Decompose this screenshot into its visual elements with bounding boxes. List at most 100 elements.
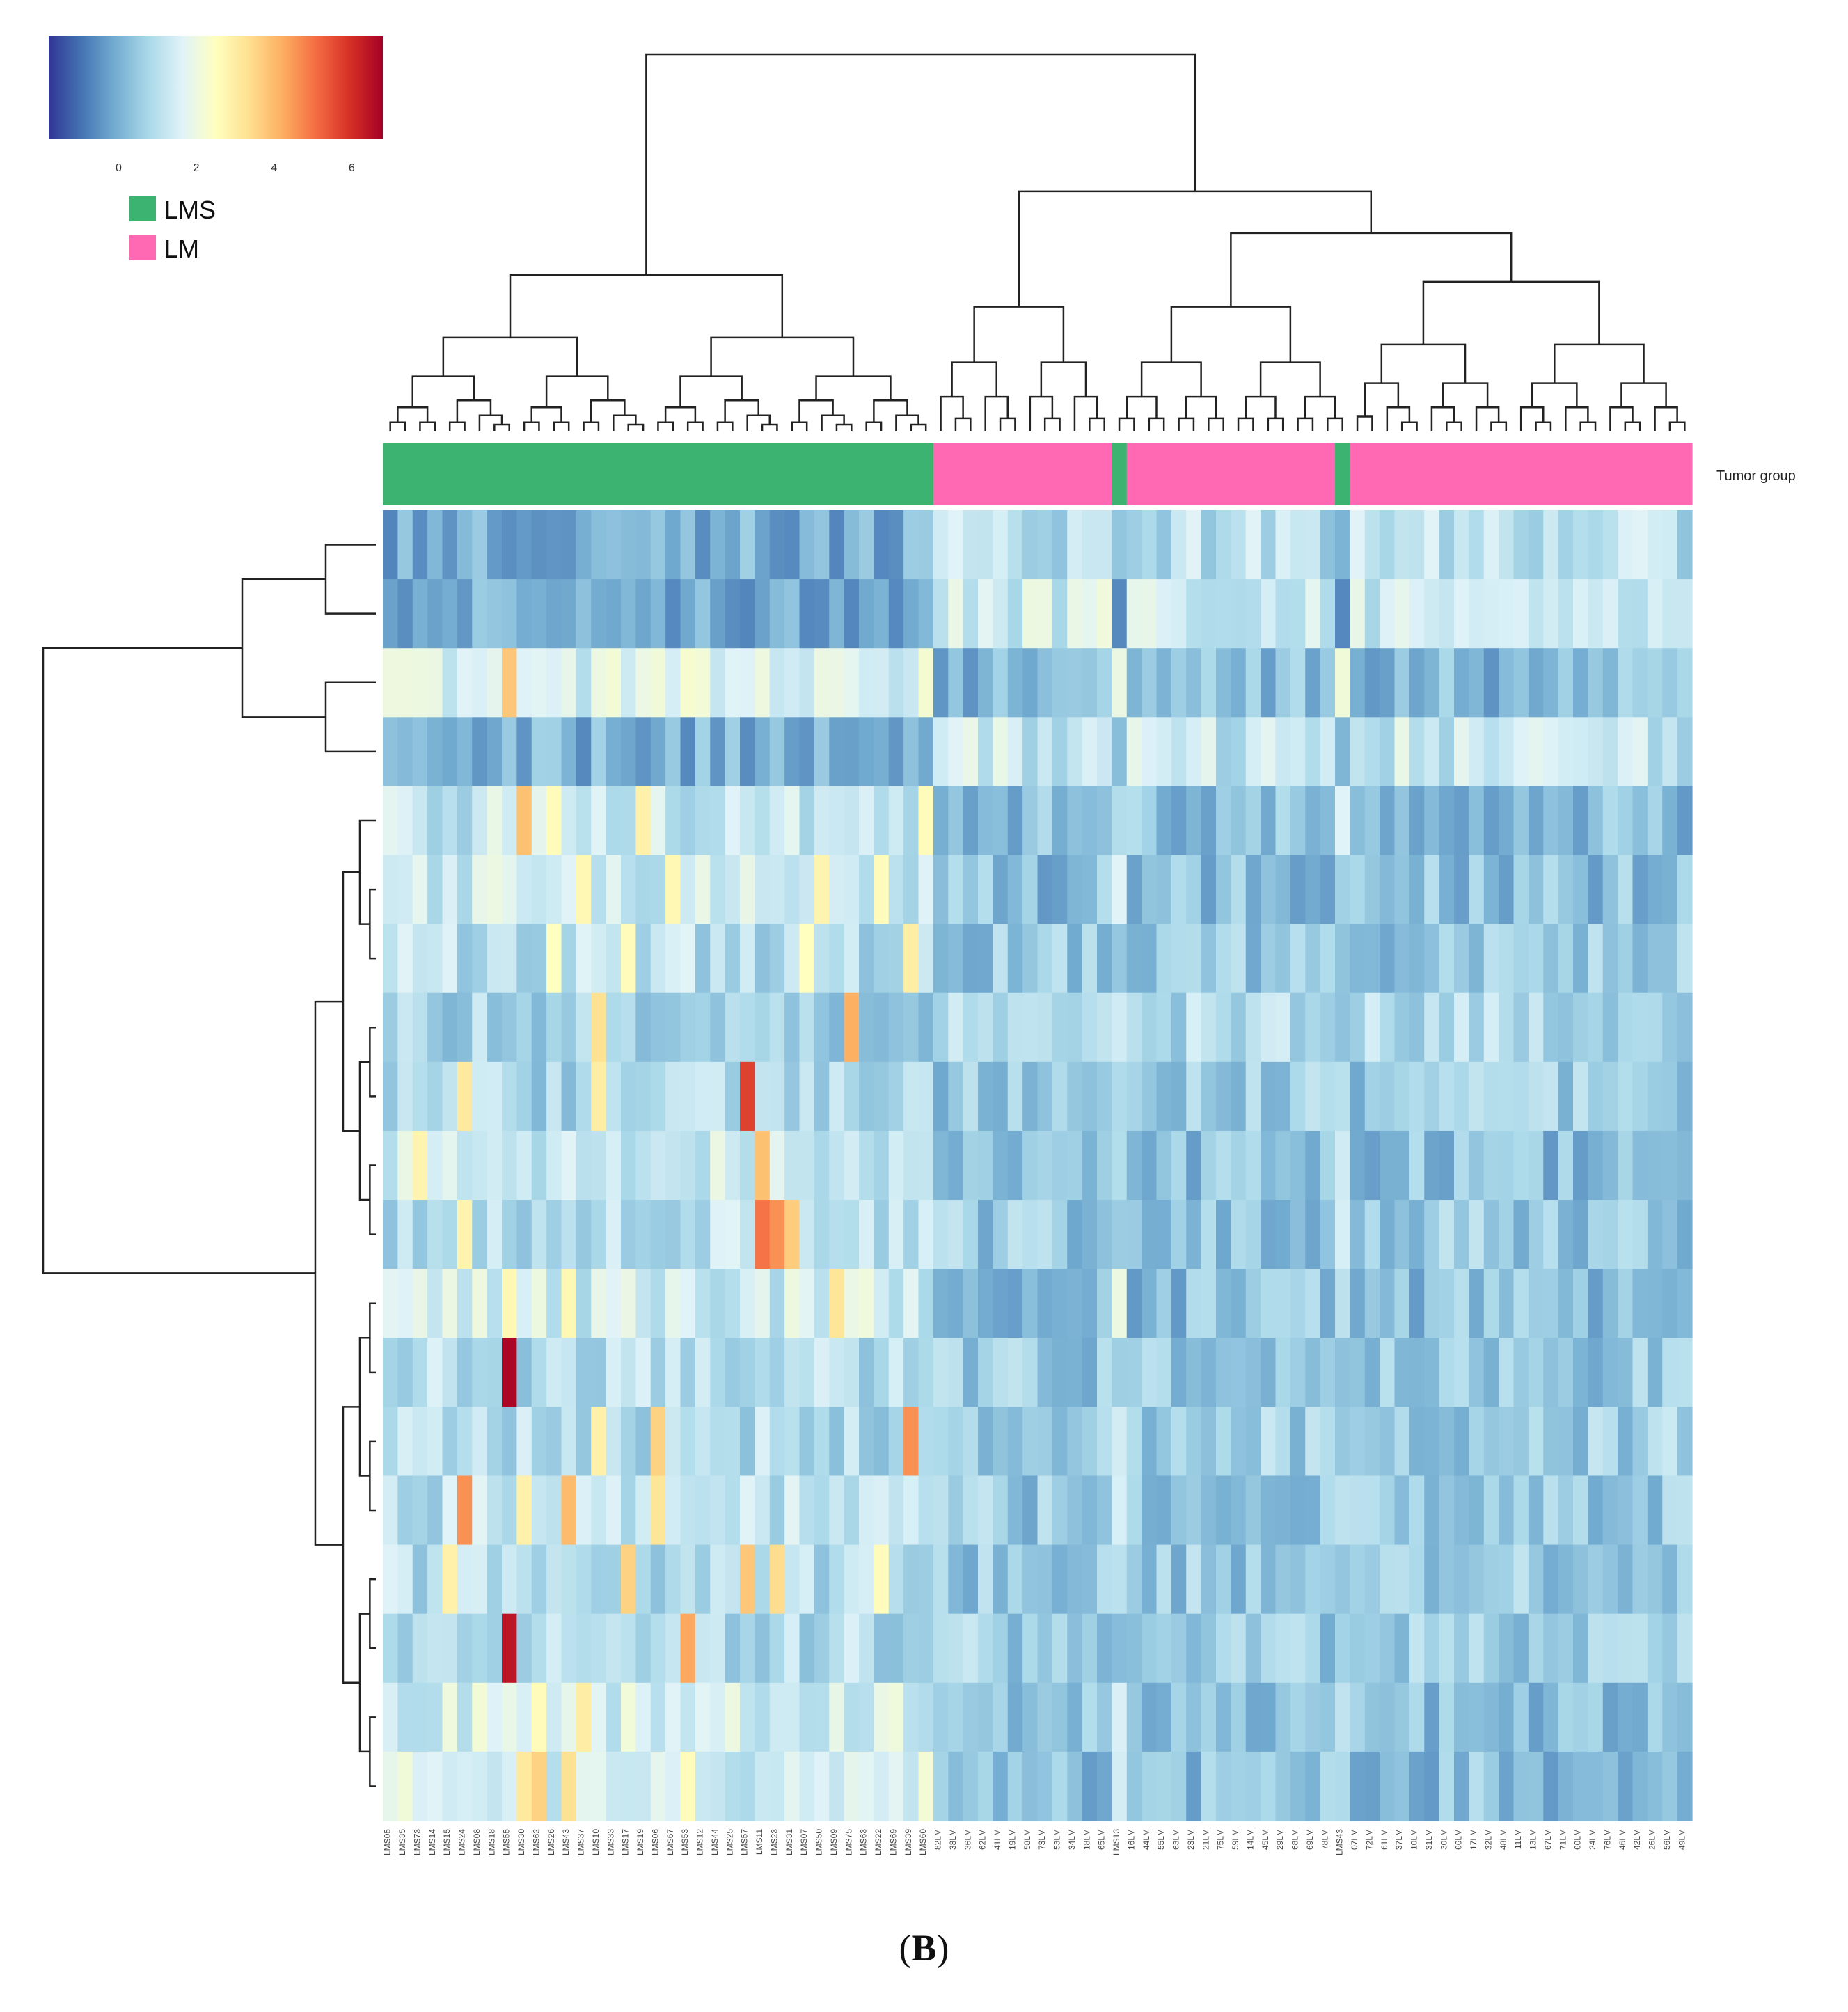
track-cell	[472, 443, 488, 505]
heatmap-cell	[472, 1544, 488, 1615]
heatmap-cell	[1245, 648, 1261, 718]
heatmap-cell	[1424, 717, 1440, 787]
heatmap-cell	[591, 717, 607, 787]
heatmap-cell	[457, 924, 473, 994]
heatmap-cell	[457, 1200, 473, 1269]
track-cell	[1067, 443, 1083, 505]
heatmap-cell	[829, 1751, 845, 1821]
heatmap-cell	[769, 717, 785, 787]
heatmap-cell	[1528, 924, 1544, 994]
track-cell	[1543, 443, 1559, 505]
column-label: 07LM	[1350, 1829, 1359, 1850]
heatmap-cell	[442, 1200, 458, 1269]
heatmap-cell	[1067, 579, 1083, 649]
heatmap-cell	[1424, 510, 1440, 580]
heatmap-cell	[769, 1338, 785, 1407]
column-label: 14LM	[1245, 1829, 1255, 1850]
heatmap-cell	[1231, 1130, 1247, 1201]
heatmap-cell	[903, 579, 919, 649]
heatmap-cell	[1528, 1544, 1544, 1615]
heatmap-cell	[1067, 1407, 1083, 1477]
heatmap-cell	[1275, 992, 1291, 1063]
heatmap-cell	[650, 786, 666, 856]
heatmap-cell	[710, 1682, 726, 1752]
heatmap-cell	[591, 648, 607, 718]
heatmap-cell	[621, 717, 636, 787]
heatmap-cell	[888, 992, 904, 1063]
heatmap-cell	[784, 717, 800, 787]
heatmap-cell	[1082, 1269, 1098, 1338]
heatmap-cell	[1052, 1475, 1068, 1546]
heatmap-cell	[1186, 1407, 1202, 1477]
heatmap-cell	[1112, 924, 1128, 994]
track-cell	[1142, 443, 1158, 505]
heatmap-cell	[1007, 1269, 1023, 1338]
heatmap-cell	[948, 924, 964, 994]
heatmap-cell	[680, 924, 696, 994]
track-cell	[1350, 443, 1366, 505]
heatmap-cell	[1320, 1061, 1336, 1132]
heatmap-cell	[933, 1130, 949, 1201]
heatmap-cell	[695, 855, 711, 925]
heatmap-cell	[1350, 1613, 1366, 1684]
heatmap-cell	[1126, 992, 1142, 1063]
heatmap-cell	[1483, 992, 1499, 1063]
track-cell	[1112, 443, 1128, 505]
heatmap-cell	[799, 1475, 815, 1546]
column-label: 41LM	[993, 1829, 1002, 1850]
heatmap-cell	[859, 579, 874, 649]
heatmap-cell	[606, 924, 622, 994]
heatmap-cell	[1424, 992, 1440, 1063]
heatmap-cell	[1677, 648, 1693, 718]
heatmap-cell	[1186, 1338, 1202, 1407]
heatmap-cell	[1097, 992, 1112, 1063]
heatmap-cell	[740, 1200, 755, 1269]
heatmap-cell	[1052, 1130, 1068, 1201]
heatmap-cell	[680, 1407, 696, 1477]
heatmap-cell	[814, 1613, 830, 1684]
heatmap-cell	[606, 1200, 622, 1269]
heatmap-cell	[1335, 924, 1350, 994]
heatmap-cell	[1171, 1544, 1187, 1615]
heatmap-cell	[1245, 1751, 1261, 1821]
heatmap-cell	[814, 1269, 830, 1338]
heatmap-cell	[561, 648, 577, 718]
heatmap-cell	[1245, 1061, 1261, 1132]
heatmap-cell	[710, 1338, 726, 1407]
heatmap-cell	[874, 1130, 890, 1201]
heatmap-cell	[397, 1613, 413, 1684]
heatmap-cell	[1171, 1407, 1187, 1477]
heatmap-cell	[546, 717, 562, 787]
heatmap-cell	[1424, 1061, 1440, 1132]
heatmap-cell	[1320, 924, 1336, 994]
heatmap-cell	[1171, 1613, 1187, 1684]
heatmap-cell	[502, 1338, 517, 1407]
heatmap-cell	[1022, 1061, 1038, 1132]
heatmap-cell	[487, 1544, 503, 1615]
heatmap-cell	[650, 648, 666, 718]
heatmap-cell	[1305, 786, 1321, 856]
heatmap-cell	[576, 1751, 592, 1821]
tumor-group-track	[383, 443, 1693, 505]
heatmap-cell	[695, 1475, 711, 1546]
heatmap-cell	[397, 1061, 413, 1132]
heatmap-cell	[918, 1475, 934, 1546]
heatmap-cell	[1097, 1130, 1112, 1201]
heatmap-cell	[948, 717, 964, 787]
heatmap-cell	[1216, 717, 1231, 787]
column-label: 46LM	[1618, 1829, 1627, 1850]
heatmap-cell	[427, 1682, 443, 1752]
heatmap-cell	[1082, 1751, 1098, 1821]
heatmap-cell	[650, 855, 666, 925]
heatmap-cell	[1364, 1338, 1380, 1407]
heatmap-cell	[1364, 510, 1380, 580]
heatmap-cell	[725, 924, 741, 994]
heatmap-cell	[948, 510, 964, 580]
heatmap-cell	[963, 648, 979, 718]
track-cell	[1007, 443, 1023, 505]
heatmap-cell	[1216, 1475, 1231, 1546]
heatmap-cell	[457, 855, 473, 925]
heatmap-cell	[1007, 648, 1023, 718]
heatmap-cell	[546, 1613, 562, 1684]
heatmap-cell	[993, 1407, 1009, 1477]
